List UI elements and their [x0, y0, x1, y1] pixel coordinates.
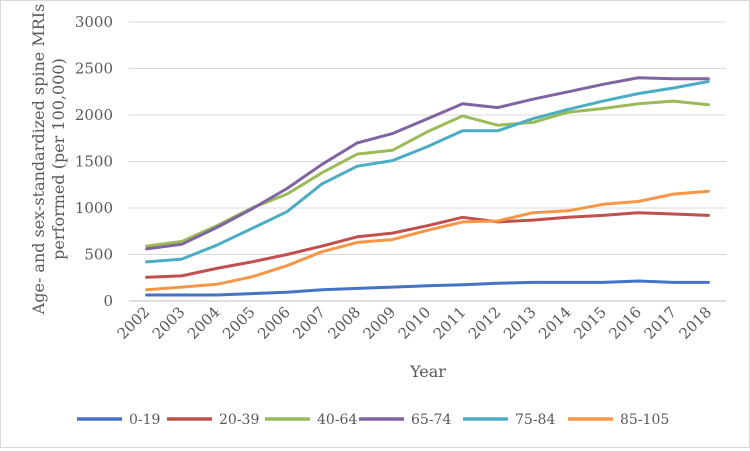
x-tick-label: 2013 — [500, 303, 540, 343]
x-tick-label: 2015 — [570, 303, 610, 343]
y-tick-label: 0 — [103, 292, 113, 310]
x-tick-label: 2005 — [219, 303, 259, 343]
legend-label: 40-64 — [317, 412, 357, 428]
series-line-85-105 — [145, 189, 710, 292]
y-axis-title-line1: Age- and sex-standardized spine MRIs — [29, 4, 48, 316]
legend-label: 85-105 — [620, 412, 669, 428]
y-axis-title-line2: performed (per 100,000) — [49, 58, 68, 260]
x-tick-label: 2011 — [430, 303, 470, 343]
series-lines — [145, 76, 710, 297]
series-line-75-84 — [145, 80, 710, 264]
x-tick-label: 2016 — [605, 303, 645, 343]
x-tick-label: 2004 — [184, 303, 224, 343]
x-tick-label: 2017 — [640, 303, 680, 343]
series-line-0-19 — [145, 279, 710, 297]
legend: 0-19 20-39 40-64 65-74 75-84 85-105 — [77, 412, 669, 428]
x-tick-label: 2007 — [289, 303, 329, 343]
x-tick-label: 2018 — [676, 303, 716, 343]
legend-label: 20-39 — [219, 412, 259, 428]
gridlines — [129, 21, 726, 302]
legend-label: 65-74 — [411, 412, 451, 428]
y-tick-label: 2000 — [75, 106, 113, 124]
x-tick-label: 2008 — [324, 303, 364, 343]
y-tick-label: 3000 — [75, 13, 113, 31]
y-tick-label: 1000 — [75, 199, 113, 217]
series-line-65-74 — [145, 76, 710, 251]
y-axis-ticks: 0 500 1000 1500 2000 2500 3000 — [75, 13, 113, 310]
x-tick-label: 2003 — [149, 303, 189, 343]
x-tick-label: 2012 — [465, 303, 505, 343]
y-tick-label: 500 — [84, 246, 113, 264]
x-tick-label: 2014 — [535, 303, 575, 343]
y-tick-label: 2500 — [75, 60, 113, 78]
x-axis-title: Year — [409, 362, 446, 381]
x-tick-label: 2002 — [114, 303, 154, 343]
y-tick-label: 1500 — [75, 153, 113, 171]
legend-label: 75-84 — [515, 412, 555, 428]
x-tick-label: 2010 — [395, 303, 435, 343]
x-axis-ticks: 2002200320042005200620072008200920102011… — [114, 303, 716, 343]
legend-label: 0-19 — [129, 412, 160, 428]
x-tick-label: 2006 — [254, 303, 294, 343]
series-line-20-39 — [145, 211, 710, 279]
x-tick-label: 2009 — [359, 303, 399, 343]
